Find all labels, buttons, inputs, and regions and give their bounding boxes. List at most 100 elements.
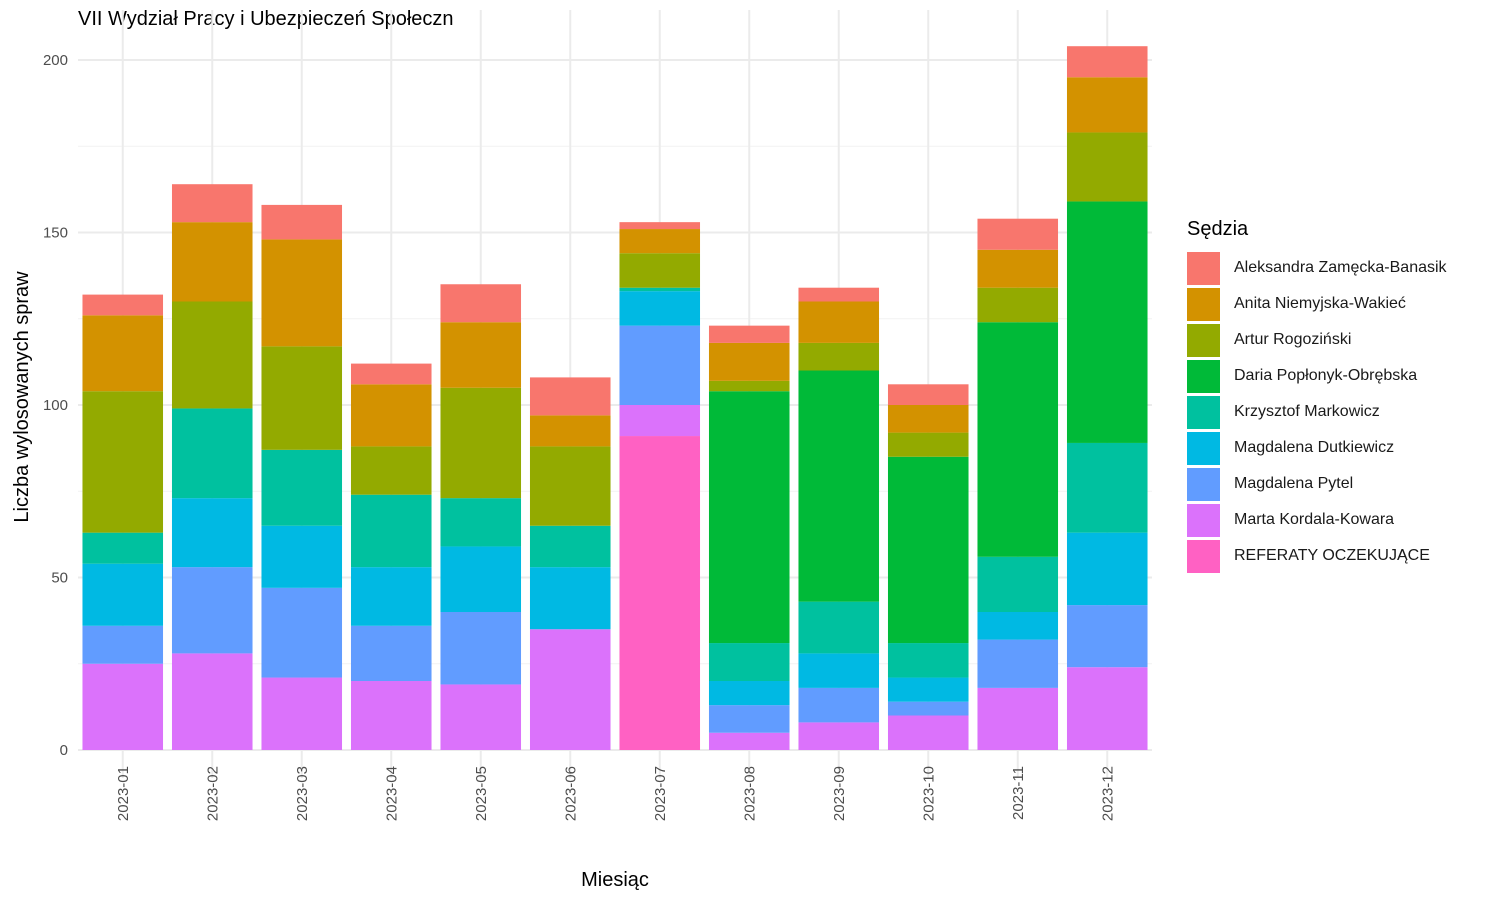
bar-segment <box>529 525 611 568</box>
bar-segment <box>440 498 522 547</box>
bar-segment <box>619 253 701 288</box>
x-tick-label: 2023-06 <box>562 766 579 821</box>
axes: 0 50 100 150 200 2023-01 2023-02 2023-03 2023-04… <box>43 52 1116 821</box>
legend-item: Magdalena Dutkiewicz <box>1187 430 1447 466</box>
legend-item: Daria Popłonyk-Obrębska <box>1187 358 1447 394</box>
bar-segment <box>440 387 522 499</box>
bar-segment <box>1066 605 1148 668</box>
legend-item: REFERATY OCZEKUJĄCE <box>1187 538 1447 574</box>
bar-segment <box>350 494 432 568</box>
bar-segment <box>350 363 432 385</box>
legend-title: Sędzia <box>1187 218 1249 240</box>
bar-segment <box>887 456 969 644</box>
legend-item: Artur Rogoziński <box>1187 322 1447 358</box>
legend-label: REFERATY OCZEKUJĄCE <box>1234 547 1430 564</box>
bar-segment <box>977 612 1059 640</box>
bar-segment <box>798 342 880 371</box>
bar-segment <box>350 681 432 750</box>
bar-segment <box>171 653 253 750</box>
bar-segment <box>440 612 522 685</box>
bar-segment <box>887 405 969 433</box>
bar-stacks <box>82 46 1148 750</box>
bar-segment <box>261 204 343 240</box>
bar-segment <box>82 625 164 664</box>
legend: Sędzia Aleksandra Zamęcka-Banasik Anita N… <box>1187 218 1447 574</box>
x-tick-label: 2023-04 <box>383 766 400 821</box>
bar-segment <box>529 446 611 526</box>
legend-items: Aleksandra Zamęcka-Banasik Anita Niemyjsk… <box>1187 250 1447 574</box>
bar-segment <box>708 681 790 706</box>
bar-segment <box>82 563 164 626</box>
legend-label: Aleksandra Zamęcka-Banasik <box>1234 259 1447 276</box>
bar-segment <box>261 239 343 347</box>
legend-swatch <box>1187 467 1220 501</box>
bar-segment <box>1066 46 1148 78</box>
x-tick-label: 2023-11 <box>1010 766 1027 820</box>
legend-label: Marta Kordala-Kowara <box>1234 511 1395 528</box>
x-tick-label: 2023-08 <box>741 766 758 821</box>
bar-segment <box>798 601 880 654</box>
bar-segment <box>440 684 522 750</box>
bar-segment <box>171 567 253 654</box>
bar-segment <box>887 701 969 716</box>
bar-segment <box>1066 667 1148 750</box>
bar-segment <box>887 643 969 678</box>
bar-segment <box>350 567 432 626</box>
bar-segment <box>887 384 969 405</box>
bar-segment <box>261 677 343 750</box>
bar-segment <box>977 322 1059 557</box>
bar-segment <box>977 556 1059 612</box>
bar-segment <box>887 677 969 702</box>
bar-segment <box>440 546 522 612</box>
bar-segment <box>1066 132 1148 202</box>
bar-segment <box>887 432 969 457</box>
chart-title: VII Wydział Pracy i Ubezpieczeń Społeczn <box>78 8 454 30</box>
y-tick-label: 150 <box>43 225 68 242</box>
bar-segment <box>82 663 164 750</box>
bar-segment <box>708 643 790 681</box>
bar-segment <box>708 380 790 392</box>
bar-segment <box>82 315 164 392</box>
bar-segment <box>977 687 1059 750</box>
bar-segment <box>977 639 1059 688</box>
legend-swatch <box>1187 323 1220 357</box>
legend-swatch <box>1187 287 1220 321</box>
x-tick-label: 2023-03 <box>294 766 311 821</box>
x-tick-label: 2023-07 <box>652 766 669 821</box>
y-tick-label: 100 <box>43 397 68 414</box>
legend-item: Krzysztof Markowicz <box>1187 394 1447 430</box>
bar-segment <box>619 229 701 254</box>
bar-segment <box>977 287 1059 323</box>
legend-item: Anita Niemyjska-Wakieć <box>1187 286 1447 322</box>
x-tick-label: 2023-12 <box>1099 766 1116 821</box>
bar-segment <box>261 449 343 526</box>
y-tick-label: 50 <box>51 570 68 587</box>
x-tick-label: 2023-09 <box>831 766 848 821</box>
bar-segment <box>350 625 432 681</box>
legend-label: Anita Niemyjska-Wakieć <box>1234 295 1406 312</box>
bar-segment <box>1066 442 1148 533</box>
bar-segment <box>171 301 253 409</box>
legend-item: Magdalena Pytel <box>1187 466 1447 502</box>
bar-segment <box>171 498 253 568</box>
bar-segment <box>619 287 701 292</box>
x-tick-label: 2023-10 <box>920 766 937 821</box>
legend-label: Krzysztof Markowicz <box>1234 403 1380 420</box>
bar-segment <box>171 408 253 499</box>
legend-label: Magdalena Pytel <box>1234 475 1354 492</box>
legend-label: Daria Popłonyk-Obrębska <box>1234 367 1418 384</box>
bar-segment <box>350 384 432 447</box>
x-axis-title: Miesiąc <box>581 869 649 891</box>
bar-segment <box>529 415 611 447</box>
bar-segment <box>171 184 253 223</box>
x-tick-label: 2023-02 <box>204 766 221 821</box>
y-tick-label: 200 <box>43 52 68 69</box>
bar-segment <box>708 325 790 343</box>
legend-swatch <box>1187 359 1220 393</box>
bar-segment <box>1066 532 1148 606</box>
bar-segment <box>798 287 880 302</box>
bar-segment <box>529 567 611 630</box>
legend-swatch <box>1187 251 1220 285</box>
bar-segment <box>887 715 969 750</box>
